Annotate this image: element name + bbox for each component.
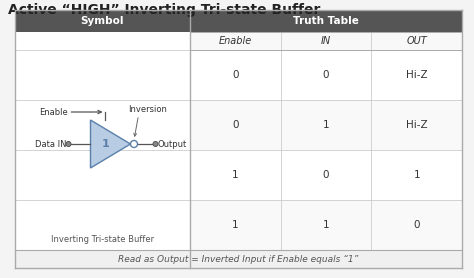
Text: 1: 1 (323, 220, 329, 230)
Text: Truth Table: Truth Table (293, 16, 359, 26)
Text: Data IN: Data IN (35, 140, 66, 148)
Text: Read as Output = Inverted Input if Enable equals “1”: Read as Output = Inverted Input if Enabl… (118, 254, 359, 264)
Text: OUT: OUT (406, 36, 427, 46)
Text: 1: 1 (232, 170, 238, 180)
Text: Inversion: Inversion (128, 105, 167, 114)
Bar (15, 250, 462, 268)
Text: 0: 0 (323, 70, 329, 80)
Circle shape (153, 142, 158, 147)
Polygon shape (91, 120, 130, 168)
Text: 1: 1 (323, 120, 329, 130)
Text: Active “HIGH” Inverting Tri-state Buffer: Active “HIGH” Inverting Tri-state Buffer (8, 3, 320, 17)
Text: IN: IN (321, 36, 331, 46)
Text: Inverting Tri-state Buffer: Inverting Tri-state Buffer (51, 235, 154, 244)
Bar (15, 10, 190, 32)
Bar (190, 50, 462, 100)
Text: 1: 1 (101, 139, 109, 149)
Text: Enable: Enable (219, 36, 252, 46)
Text: 1: 1 (413, 170, 420, 180)
Bar (190, 10, 462, 32)
Circle shape (66, 142, 71, 147)
Text: Hi-Z: Hi-Z (406, 70, 428, 80)
Text: Output: Output (157, 140, 187, 148)
Text: Enable: Enable (39, 108, 67, 116)
Bar (190, 200, 462, 250)
Circle shape (130, 140, 137, 148)
Bar (190, 150, 462, 200)
Text: 0: 0 (232, 70, 238, 80)
Text: Symbol: Symbol (81, 16, 124, 26)
Text: 0: 0 (232, 120, 238, 130)
Text: 0: 0 (413, 220, 420, 230)
Bar (190, 32, 462, 50)
Text: 1: 1 (232, 220, 238, 230)
Text: Hi-Z: Hi-Z (406, 120, 428, 130)
Text: 0: 0 (323, 170, 329, 180)
Bar (190, 100, 462, 150)
